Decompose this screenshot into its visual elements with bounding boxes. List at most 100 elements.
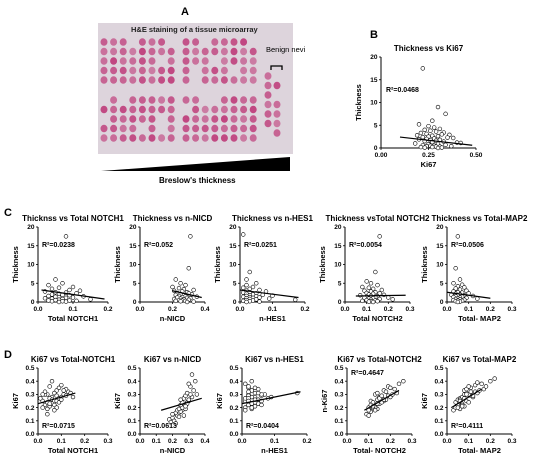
chart-d4-point — [388, 385, 393, 390]
tissue-core — [110, 124, 118, 133]
chart-c4-ytick-label: 15 — [334, 243, 342, 250]
chart-d5: Ki67 vs Total-MAP2 0.0 0.1 0.2 0.3 0.4 0.5 0.0 0… — [420, 355, 517, 455]
tissue-core — [192, 115, 200, 123]
tissue-core — [138, 47, 146, 56]
tissue-core — [148, 76, 156, 84]
tissue-core — [148, 134, 156, 142]
tissue-core — [192, 38, 200, 46]
chart-b-plot-point — [416, 122, 422, 127]
chart-b-plot-point — [439, 132, 444, 137]
chart-b-plot-point — [449, 143, 454, 149]
tissue-core — [211, 134, 219, 142]
chart-d1-ytick-label: 0.1 — [25, 418, 34, 425]
chart-b-plot-ytick-label: 10 — [370, 100, 378, 107]
chart-d2-point — [176, 406, 182, 412]
tissue-core — [240, 57, 248, 65]
chart-c2-point — [170, 284, 175, 290]
tissue-core — [167, 66, 175, 75]
chart-c3-xlabel: n-HES1 — [259, 314, 286, 323]
chart-b-plot-xlabel: Ki67 — [421, 160, 437, 169]
chart-b-plot-point — [428, 128, 433, 133]
chart-d4-title: Ki67 vs Total-NOTCH2 — [337, 355, 422, 364]
chart-d1-ytick-label: 0.0 — [25, 431, 34, 438]
tissue-core — [201, 57, 209, 65]
panel-a: A H&E staining of a tissue microarray Be… — [98, 6, 306, 185]
tissue-core — [273, 119, 281, 128]
chart-c3-point — [250, 284, 256, 290]
chart-d4-r2-annotation: R²=0.4647 — [351, 370, 384, 377]
chart-b-plot-point — [413, 141, 418, 146]
chart-d2-point — [194, 392, 200, 397]
tissue-core — [201, 134, 209, 142]
tissue-core — [129, 105, 137, 114]
chart-d2-title: Ki67 vs n-NICD — [144, 355, 202, 364]
tissue-core — [249, 47, 257, 56]
tissue-core — [167, 105, 175, 114]
chart-b-plot-point — [430, 144, 435, 150]
chart-d2-point — [186, 397, 191, 402]
chart-d1-point — [49, 379, 55, 384]
tissue-core — [240, 96, 248, 104]
tissue-core — [249, 124, 257, 133]
tissue-core — [211, 47, 219, 56]
tissue-core — [182, 66, 190, 75]
chart-d5-xlabel: Total- MAP2 — [458, 446, 501, 455]
tissue-core — [138, 105, 146, 114]
chart-d2-ytick-label: 0.2 — [127, 405, 136, 412]
chart-d2-ytick-label: 0.5 — [127, 365, 136, 372]
tissue-core — [158, 96, 166, 104]
chart-d1-point — [45, 412, 50, 417]
tissue-core — [148, 47, 156, 56]
chart-c5-xtick-label: 0.3 — [507, 306, 516, 313]
chart-c5-ylabel: Thickness — [420, 246, 429, 283]
chart-d3-ytick-label: 0.3 — [229, 392, 238, 399]
chart-c2-ylabel: Thickness — [113, 246, 122, 283]
chart-d5-point — [464, 392, 469, 397]
chart-d2-trendline — [160, 397, 202, 411]
chart-c1-point — [77, 288, 83, 293]
chart-c1-trendline — [41, 289, 105, 300]
chart-c2-trendline — [172, 290, 202, 299]
tissue-core — [100, 47, 108, 56]
chart-c2-ytick-label: 15 — [129, 243, 137, 250]
tissue-core — [192, 96, 200, 104]
tissue-core — [192, 57, 200, 65]
chart-c1-point — [46, 298, 51, 303]
tissue-core — [273, 100, 281, 109]
tissue-core — [100, 124, 108, 133]
chart-b-plot-point — [433, 129, 439, 134]
chart-c4-xtick-label: 0.3 — [405, 306, 414, 313]
chart-d3-ytick-label: 0.1 — [229, 418, 238, 425]
chart-b-plot-point — [437, 126, 443, 132]
tissue-core — [264, 81, 272, 90]
chart-d4-ylabel: n-Ki67 — [320, 390, 329, 413]
chart-d4-xtick-label: 0.0 — [342, 438, 351, 445]
chart-b-plot-ytick-label: 20 — [370, 54, 378, 61]
tissue-core — [158, 105, 166, 114]
chart-d3-point — [243, 408, 248, 413]
chart-d4-xlabel: Total- NOTCH2 — [353, 446, 406, 455]
tissue-core — [220, 124, 228, 133]
chart-d4-ytick-label: 0.0 — [334, 431, 343, 438]
chart-d5-point — [475, 380, 480, 385]
tissue-core — [230, 96, 238, 104]
tissue-core — [100, 134, 108, 142]
chart-c1-point — [88, 297, 93, 302]
chart-c3-ytick-label: 10 — [229, 262, 237, 269]
chart-d1-point — [61, 388, 66, 393]
chart-d5-r2-annotation: R²=0.4111 — [451, 423, 483, 430]
tissue-core — [249, 134, 257, 142]
tissue-core — [230, 115, 238, 123]
tissue-core — [182, 57, 190, 65]
chart-b-plot-point — [426, 123, 431, 129]
tissue-core — [100, 76, 108, 84]
chart-c4-ytick-label: 20 — [334, 224, 342, 231]
chart-c1-ytick-label: 10 — [27, 262, 35, 269]
chart-c3-ytick-label: 20 — [229, 224, 237, 231]
tissue-core — [230, 105, 238, 114]
chart-c1-ytick-label: 15 — [27, 243, 35, 250]
chart-c5-point — [455, 299, 461, 305]
chart-d4-point — [392, 386, 397, 392]
chart-b-plot-trendline — [399, 136, 473, 146]
chart-c5-ytick-label: 5 — [440, 280, 444, 287]
